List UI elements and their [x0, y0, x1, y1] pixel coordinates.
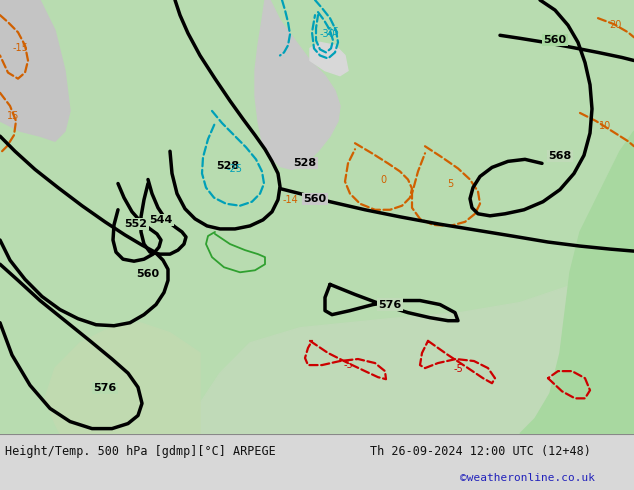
Text: 560: 560 — [543, 35, 567, 46]
Text: 20: 20 — [609, 20, 621, 30]
Text: 552: 552 — [124, 219, 148, 229]
Text: Height/Temp. 500 hPa [gdmp][°C] ARPEGE: Height/Temp. 500 hPa [gdmp][°C] ARPEGE — [5, 445, 276, 458]
Text: -5: -5 — [343, 360, 353, 370]
Text: -25: -25 — [227, 165, 243, 174]
Text: 528: 528 — [294, 158, 316, 169]
Text: 568: 568 — [548, 151, 572, 161]
Text: -25: -25 — [324, 27, 340, 37]
Text: 560: 560 — [136, 270, 160, 279]
Polygon shape — [200, 262, 634, 434]
Polygon shape — [45, 323, 200, 434]
Text: -5: -5 — [453, 364, 463, 374]
Text: ©weatheronline.co.uk: ©weatheronline.co.uk — [460, 473, 595, 483]
Text: 576: 576 — [93, 383, 117, 393]
Polygon shape — [520, 131, 634, 434]
Polygon shape — [255, 0, 340, 170]
Text: -14: -14 — [282, 195, 298, 205]
Text: -30: -30 — [319, 29, 335, 39]
Text: Th 26-09-2024 12:00 UTC (12+48): Th 26-09-2024 12:00 UTC (12+48) — [370, 445, 591, 458]
Text: 5: 5 — [447, 178, 453, 189]
Text: 576: 576 — [378, 299, 401, 310]
Text: -15: -15 — [12, 44, 28, 53]
Polygon shape — [0, 0, 70, 141]
Text: 15: 15 — [7, 111, 19, 121]
Text: 544: 544 — [150, 215, 172, 225]
Text: 0: 0 — [380, 174, 386, 185]
Text: 560: 560 — [304, 194, 327, 204]
Polygon shape — [310, 42, 348, 75]
Text: 528: 528 — [216, 161, 240, 172]
Text: 10: 10 — [599, 121, 611, 131]
